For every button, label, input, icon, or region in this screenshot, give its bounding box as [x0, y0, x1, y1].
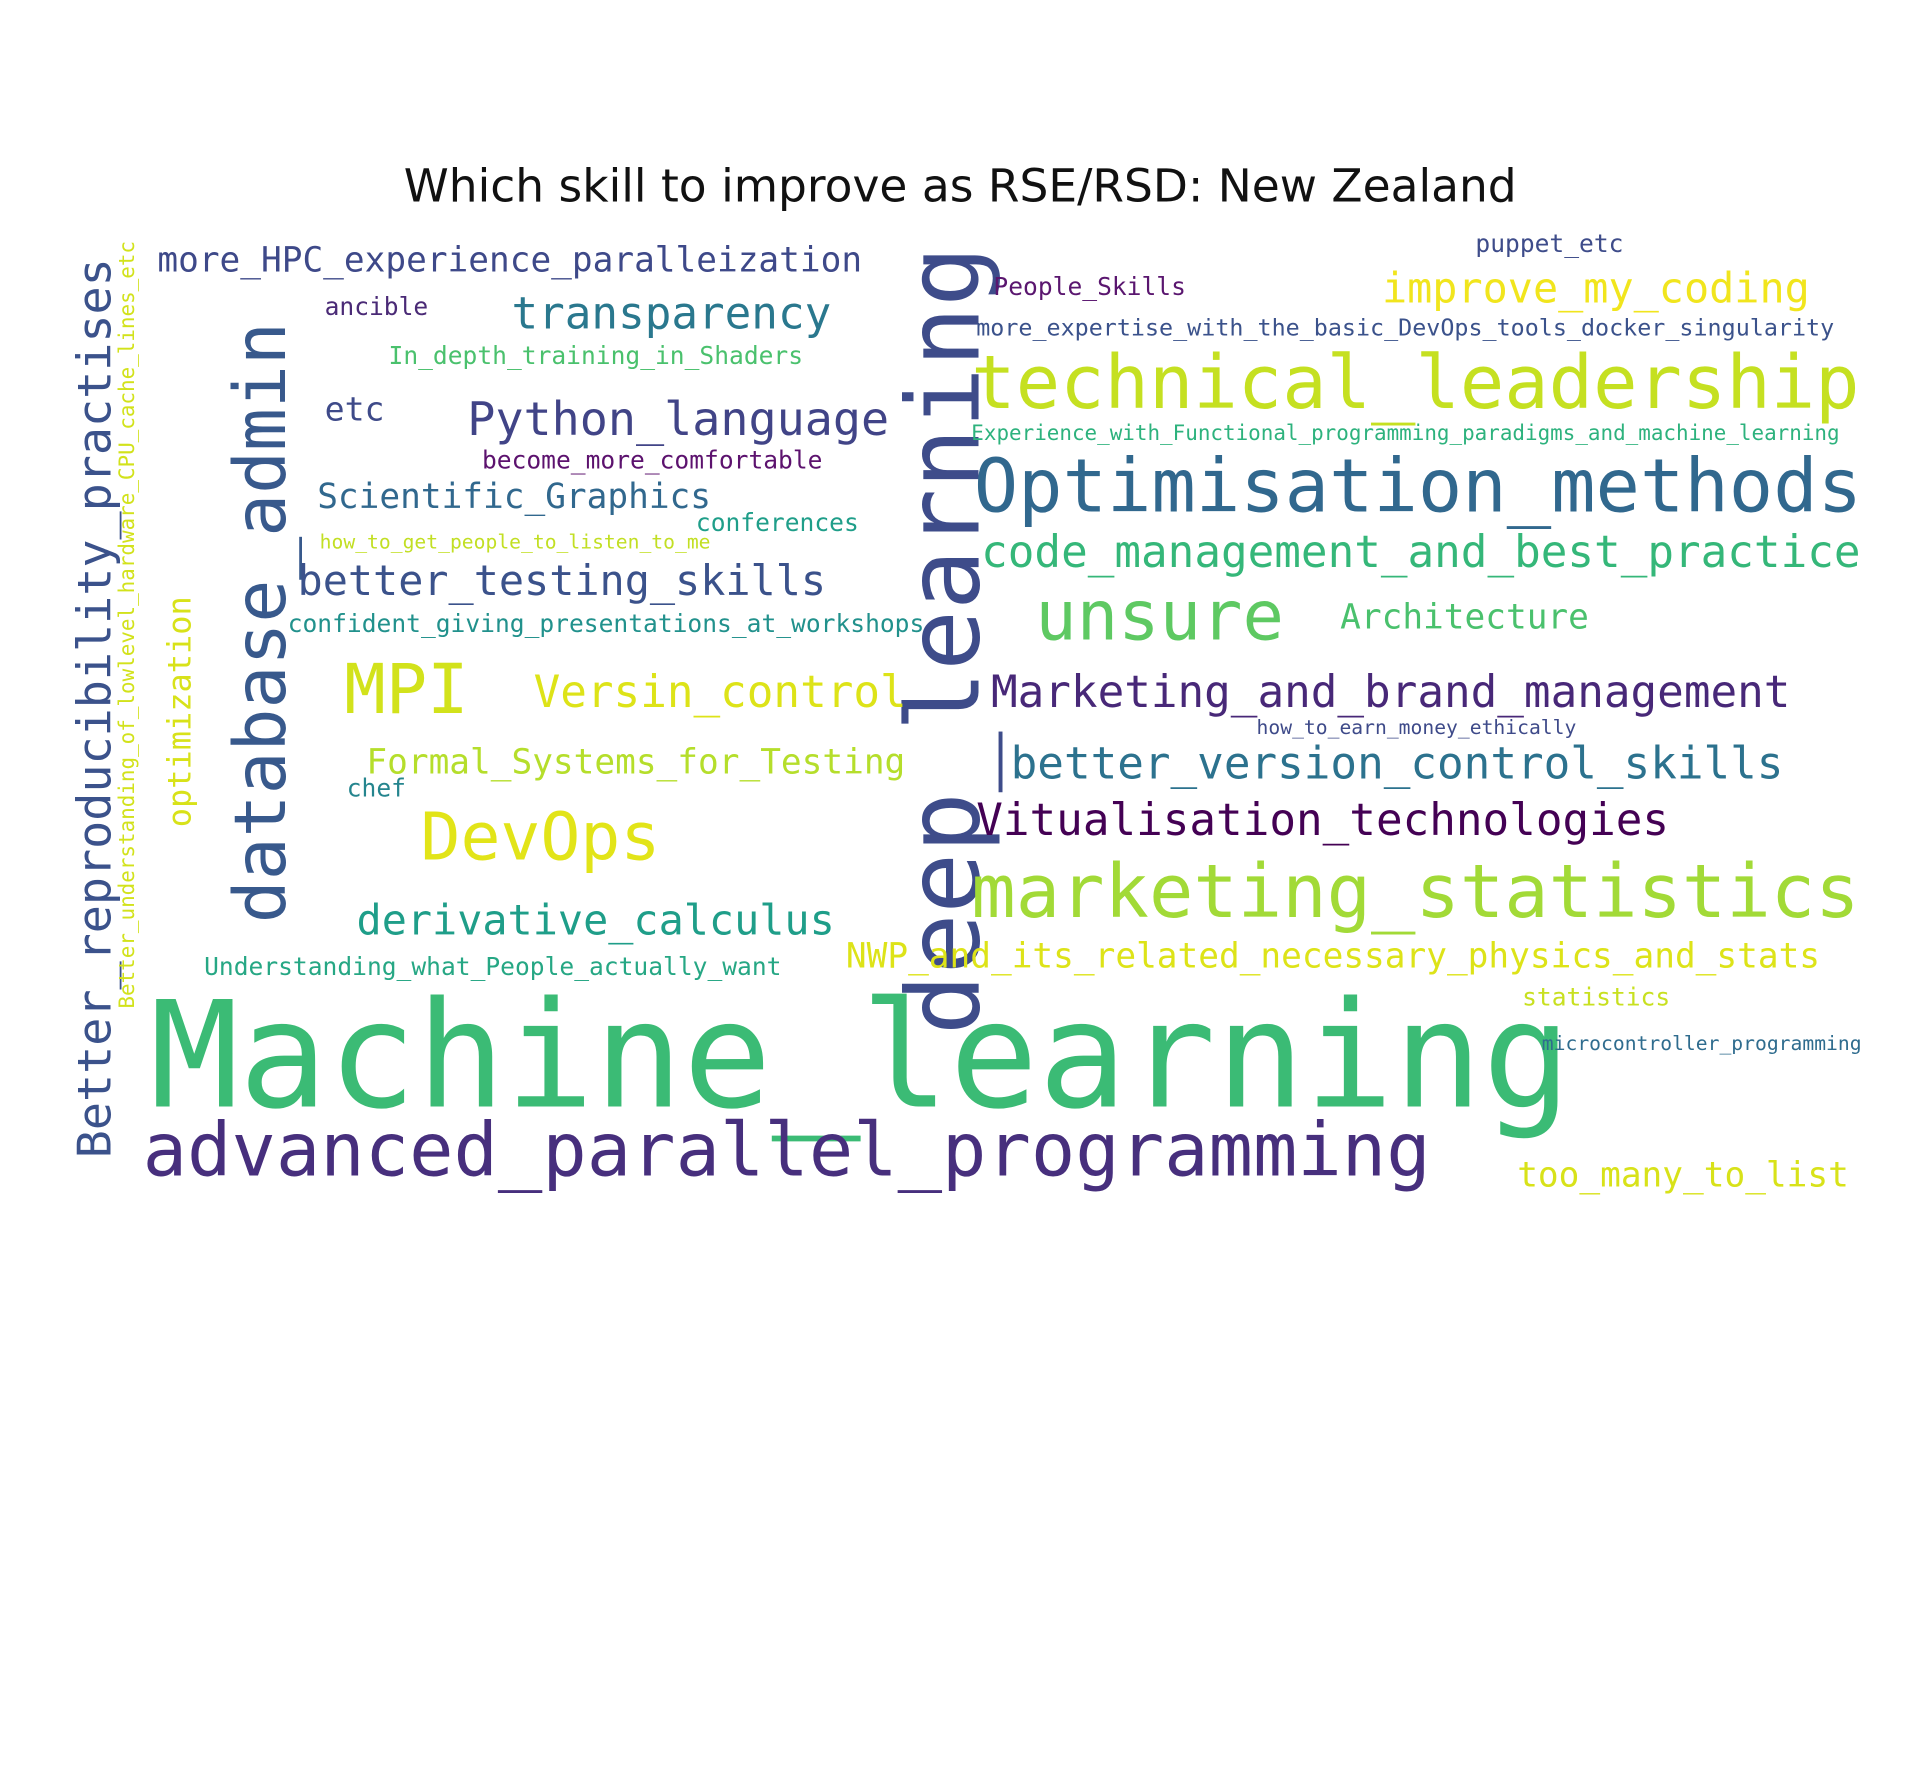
word-experience-with-functional-programming-paradigms-and-machine-learning: Experience_with_Functional_programming_p… — [971, 421, 1840, 447]
word-devops: DevOps — [420, 797, 661, 876]
word-become-more-comfortable: become_more_comfortable — [481, 445, 823, 475]
word-versin-control: Versin_control — [533, 667, 907, 719]
word-better-reproducibility-practises: Better_reproducibility_practises — [67, 258, 122, 1159]
word-how-to-earn-money-ethically: how_to_earn_money_ethically — [1256, 715, 1577, 739]
word-mpi: MPI — [344, 650, 469, 731]
word-marketing-and-brand-management: Marketing_and_brand_management — [990, 667, 1791, 719]
word-how-to-get-people-to-listen-to-me: how_to_get_people_to_listen_to_me — [319, 529, 711, 554]
word-machine-learning: Machine_learning — [149, 971, 1572, 1143]
word-optimisation-methods: Optimisation_methods — [973, 443, 1863, 530]
word-statistics: statistics — [1522, 982, 1671, 1012]
chart-title: Which skill to improve as RSE/RSD: New Z… — [403, 159, 1517, 213]
word-puppet-etc: puppet_etc — [1475, 228, 1624, 259]
word-too-many-to-list: too_many_to_list — [1517, 1154, 1849, 1196]
word-optimization: optimization — [162, 596, 200, 828]
word-nwp-and-its-related-necessary-physics-and-stats: NWP_and_its_related_necessary_physics_an… — [845, 935, 1821, 977]
word-microcontroller-programming: microcontroller_programming — [1541, 1031, 1862, 1055]
word-conferences: conferences — [695, 507, 859, 538]
word-python-language: Python_language — [467, 392, 890, 447]
word-technical-leadership: technical_leadership — [971, 340, 1860, 427]
word-ancible: ancible — [324, 291, 429, 321]
word-better-understanding-of-lowlevel-hardware-cpu-cache-lines-etc: Better_understanding_of_lowlevel_hardwar… — [115, 240, 141, 1009]
word-improve-my-coding: improve_my_coding — [1381, 264, 1810, 314]
word-chef: chef — [346, 773, 406, 803]
word-in-depth-training-in-shaders: In_depth_training_in_Shaders — [388, 340, 804, 371]
word-understanding-what-people-actually-want: Understanding_what_People_actually_want — [204, 951, 782, 982]
word-architecture: Architecture — [1340, 596, 1589, 637]
word-advanced-parallel-programming: advanced_parallel_programming — [142, 1107, 1431, 1194]
word-derivative-calculus: derivative_calculus — [356, 896, 835, 946]
word-more-hpc-experience-paralleization: more_HPC_experience_paralleization — [157, 239, 863, 281]
word-confident-giving-presentations-at-workshops: confident_giving_presentations_at_worksh… — [287, 608, 925, 639]
word-marketing-statistics: marketing_statistics — [971, 849, 1860, 936]
word-scientific-graphics: Scientific_Graphics — [317, 475, 712, 517]
word-database-admin: database_admin — [218, 322, 303, 924]
word-unsure: unsure — [1035, 576, 1284, 657]
word-people-skills: People_Skills — [993, 271, 1186, 302]
word-code-management-and-best-practice: code_management_and_best_practice — [981, 527, 1861, 578]
word-transparency: transparency — [511, 288, 832, 340]
word-vitualisation-technologies: Vitualisation_technologies — [976, 795, 1670, 846]
word-cloud: Machine_learning advanced_parallel_progra… — [67, 228, 1863, 1196]
word-formal-systems-for-testing: Formal_Systems_for_Testing — [366, 741, 906, 782]
word-more-expertise-with-the-basic-devops-tools-docker-singularity: more_expertise_with_the_basic_DevOps_too… — [976, 314, 1835, 342]
word-etc: etc — [324, 390, 385, 430]
word-better-version-control-skills: better_version_control_skills — [1010, 738, 1784, 790]
word-better-testing-skills: better_testing_skills — [297, 556, 827, 607]
